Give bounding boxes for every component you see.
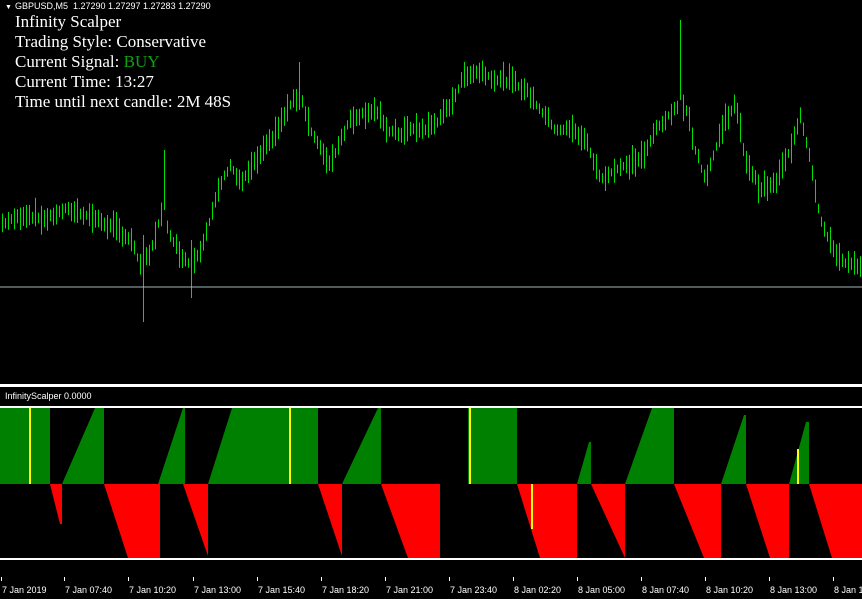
time-tick-label: 7 Jan 13:00 — [194, 585, 242, 595]
time-tick-mark — [577, 577, 578, 581]
buy-region — [468, 408, 517, 484]
sell-region — [104, 484, 160, 558]
sell-region — [591, 484, 625, 558]
indicator-pane-title: InfinityScalper 0.0000 — [5, 391, 92, 401]
symbol-label: GBPUSD,M5 — [14, 1, 68, 11]
buy-region — [208, 408, 318, 484]
chart-header: ▼ GBPUSD,M5 1.27290 1.27297 1.27283 1.272… — [5, 1, 211, 11]
indicator-name: Infinity Scalper — [15, 12, 122, 31]
buy-region — [625, 408, 674, 484]
time-tick-label: 7 Jan 23:40 — [450, 585, 498, 595]
sell-region — [746, 484, 789, 558]
price-bars — [2, 20, 861, 322]
trading-style-value: Conservative — [116, 32, 207, 51]
indicator-histogram — [0, 408, 862, 558]
time-tick-mark — [641, 577, 642, 581]
sell-region — [50, 484, 62, 524]
time-tick-label: 7 Jan 21:00 — [386, 585, 434, 595]
time-tick-mark — [64, 577, 65, 581]
next-candle-value: 2M 48S — [176, 92, 232, 111]
time-axis[interactable]: 7 Jan 2019 7 Jan 07:40 7 Jan 10:20 7 Jan 13… — [0, 577, 862, 599]
price-chart[interactable] — [0, 0, 862, 384]
time-tick-mark — [769, 577, 770, 581]
time-tick-label: 8 Jan 02:20 — [514, 585, 562, 595]
time-tick-label: 7 Jan 15:40 — [258, 585, 306, 595]
current-signal-row: Current Signal: BUY — [15, 52, 231, 72]
time-tick-mark — [193, 577, 194, 581]
time-tick-mark — [1, 577, 2, 581]
triangle-down-icon: ▼ — [5, 4, 12, 11]
next-candle-label: Time until next candle: — [15, 92, 173, 111]
time-tick-label: 7 Jan 07:40 — [65, 585, 113, 595]
time-tick-label: 7 Jan 10:20 — [129, 585, 177, 595]
buy-region — [342, 408, 381, 484]
current-time-label: Current Time: — [15, 72, 111, 91]
time-tick-mark — [513, 577, 514, 581]
time-tick-mark — [385, 577, 386, 581]
current-signal-label: Current Signal: — [15, 52, 120, 71]
sell-region — [517, 484, 577, 558]
time-tick-label: 7 Jan 2019 — [2, 585, 47, 595]
time-tick-label: 8 Jan 10:20 — [706, 585, 754, 595]
trading-style-row: Trading Style: Conservative — [15, 32, 231, 52]
indicator-pane[interactable] — [0, 387, 862, 577]
current-signal-value: BUY — [123, 52, 160, 71]
time-tick-label: 8 Jan 1 — [834, 585, 862, 595]
info-panel: Infinity Scalper Trading Style: Conserva… — [15, 12, 231, 112]
pane-separator[interactable] — [0, 384, 862, 387]
time-tick-mark — [128, 577, 129, 581]
current-time-value: 13:27 — [115, 72, 154, 91]
trading-style-label: Trading Style: — [15, 32, 113, 51]
buy-region — [62, 408, 104, 484]
sell-region — [381, 484, 440, 558]
buy-region — [577, 442, 591, 484]
time-tick-label: 8 Jan 07:40 — [642, 585, 690, 595]
buy-region — [0, 408, 50, 484]
sell-region — [674, 484, 721, 558]
time-tick-mark — [833, 577, 834, 581]
next-candle-row: Time until next candle: 2M 48S — [15, 92, 231, 112]
time-tick-mark — [449, 577, 450, 581]
time-tick-mark — [321, 577, 322, 581]
current-time-row: Current Time: 13:27 — [15, 72, 231, 92]
sell-region — [809, 484, 862, 558]
time-tick-label: 7 Jan 18:20 — [322, 585, 370, 595]
buy-region — [158, 408, 185, 484]
time-tick-label: 8 Jan 05:00 — [578, 585, 626, 595]
sell-region — [183, 484, 208, 556]
time-tick-mark — [705, 577, 706, 581]
sell-region — [318, 484, 342, 556]
ohlc-prices: 1.27290 1.27297 1.27283 1.27290 — [72, 1, 211, 11]
time-tick-label: 8 Jan 13:00 — [770, 585, 818, 595]
buy-region — [721, 415, 746, 484]
time-tick-mark — [257, 577, 258, 581]
